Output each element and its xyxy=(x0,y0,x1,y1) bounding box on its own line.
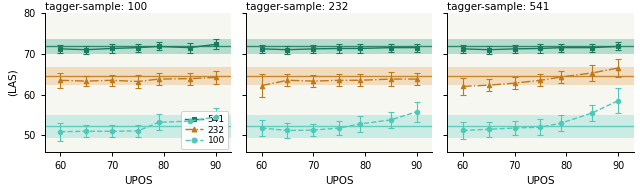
Y-axis label: (LAS): (LAS) xyxy=(8,68,18,96)
Bar xyxy=(45,39,231,54)
Bar xyxy=(447,67,634,85)
Bar xyxy=(447,115,634,138)
X-axis label: UPOS: UPOS xyxy=(526,176,555,185)
Bar xyxy=(45,115,231,138)
Bar xyxy=(246,67,433,85)
Text: tagger-sample: 541: tagger-sample: 541 xyxy=(447,2,550,12)
Text: tagger-sample: 100: tagger-sample: 100 xyxy=(45,2,147,12)
Bar xyxy=(246,115,433,138)
Bar xyxy=(246,39,433,54)
X-axis label: UPOS: UPOS xyxy=(325,176,353,185)
X-axis label: UPOS: UPOS xyxy=(124,176,152,185)
Legend: 541, 232, 100: 541, 232, 100 xyxy=(181,111,228,149)
Bar xyxy=(447,39,634,54)
Text: tagger-sample: 232: tagger-sample: 232 xyxy=(246,2,348,12)
Bar xyxy=(45,67,231,85)
